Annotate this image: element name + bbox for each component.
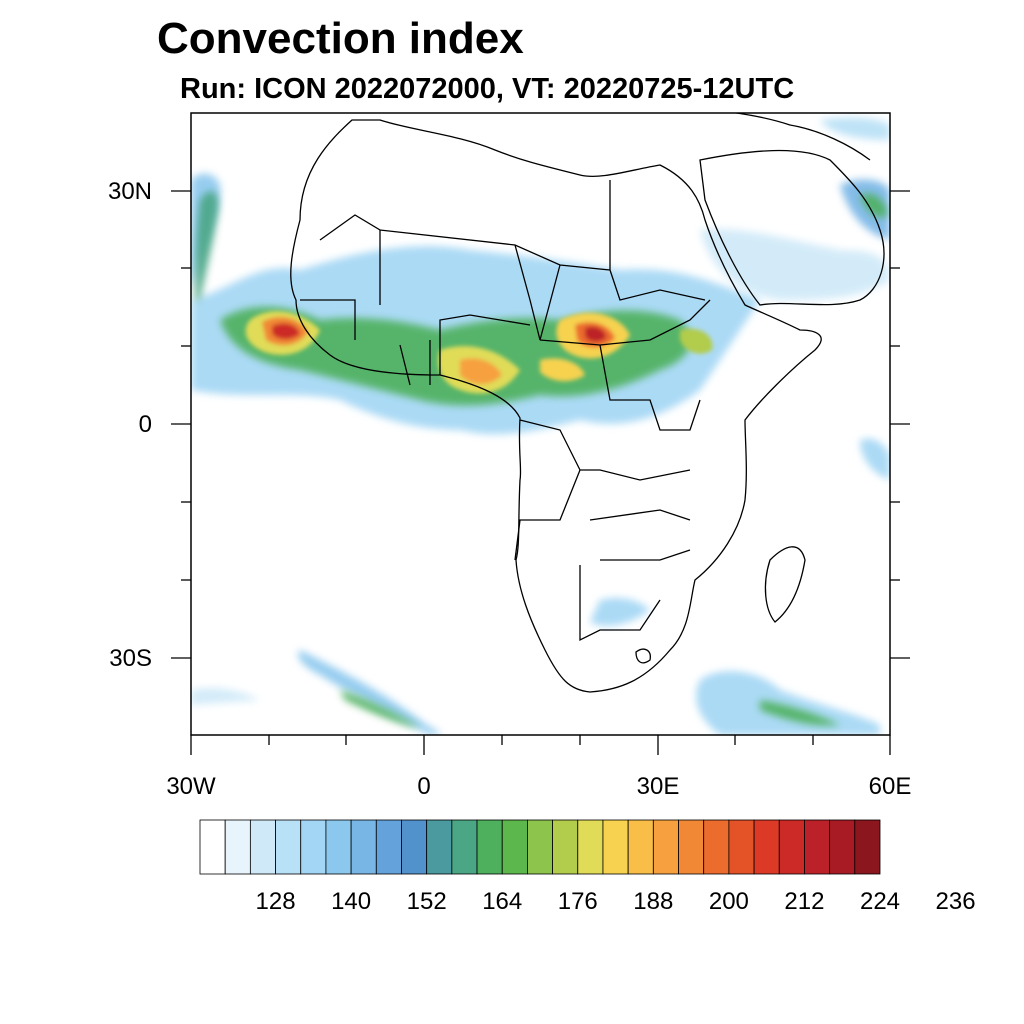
colorbar-tick-label: 164 [482,888,523,915]
lat-label-0: 0 [138,411,152,438]
colorbar-tick-label: 236 [935,888,976,915]
colorbar-swatch [426,819,453,875]
colorbar-swatch [375,819,402,875]
colorbar-swatch [753,819,780,875]
colorbar-swatch [778,819,805,875]
colorbar-swatch [501,819,528,875]
lat-label-30n: 30N [107,178,152,205]
colorbar-swatch [829,819,856,875]
axis-ticks [171,190,910,755]
convection-field [191,117,890,735]
colorbar-swatch [804,819,831,875]
colorbar-swatch [300,819,327,875]
colorbar-swatch [350,819,377,875]
lon-label-30w: 30W [166,773,216,800]
colorbar-swatch [527,819,553,875]
colorbar-swatch [728,819,755,875]
colorbar-swatch [678,819,705,875]
colorbar-swatch [325,819,352,875]
colorbar-tick-label: 176 [557,888,598,915]
colorbar-tick-label: 152 [406,888,447,915]
chart-title: Convection index [157,14,524,63]
colorbar-tick-label: 188 [633,888,674,915]
colorbar-tick-label: 128 [255,888,296,915]
colorbar-swatch [703,819,730,875]
colorbar-swatch [401,819,428,875]
coastlines [290,113,885,693]
colorbar-swatch [854,819,881,875]
colorbar-tick-label: 140 [331,888,372,915]
chart-subtitle: Run: ICON 2022072000, VT: 20220725-12UTC [180,73,795,105]
colorbar-swatch [224,819,251,875]
colorbar-swatch [577,819,604,875]
colorbar-tick-label: 224 [859,888,901,915]
colorbar-swatch [199,819,226,875]
colorbar-swatch [602,819,629,875]
lon-label-60e: 60E [868,773,912,800]
colorbar-tick-label: 212 [784,888,825,915]
colorbar-tick-label: 200 [708,888,749,915]
lon-label-0: 0 [417,773,431,800]
colorbar [199,819,881,875]
colorbar-swatch [652,819,679,875]
colorbar-swatch [249,819,276,875]
colorbar-swatch [627,819,654,875]
colorbar-swatch [476,819,503,875]
lat-label-30s: 30S [109,645,152,672]
lon-label-30e: 30E [636,773,680,800]
colorbar-swatch [451,819,478,875]
colorbar-swatch [552,819,579,875]
colorbar-swatch [275,819,302,875]
